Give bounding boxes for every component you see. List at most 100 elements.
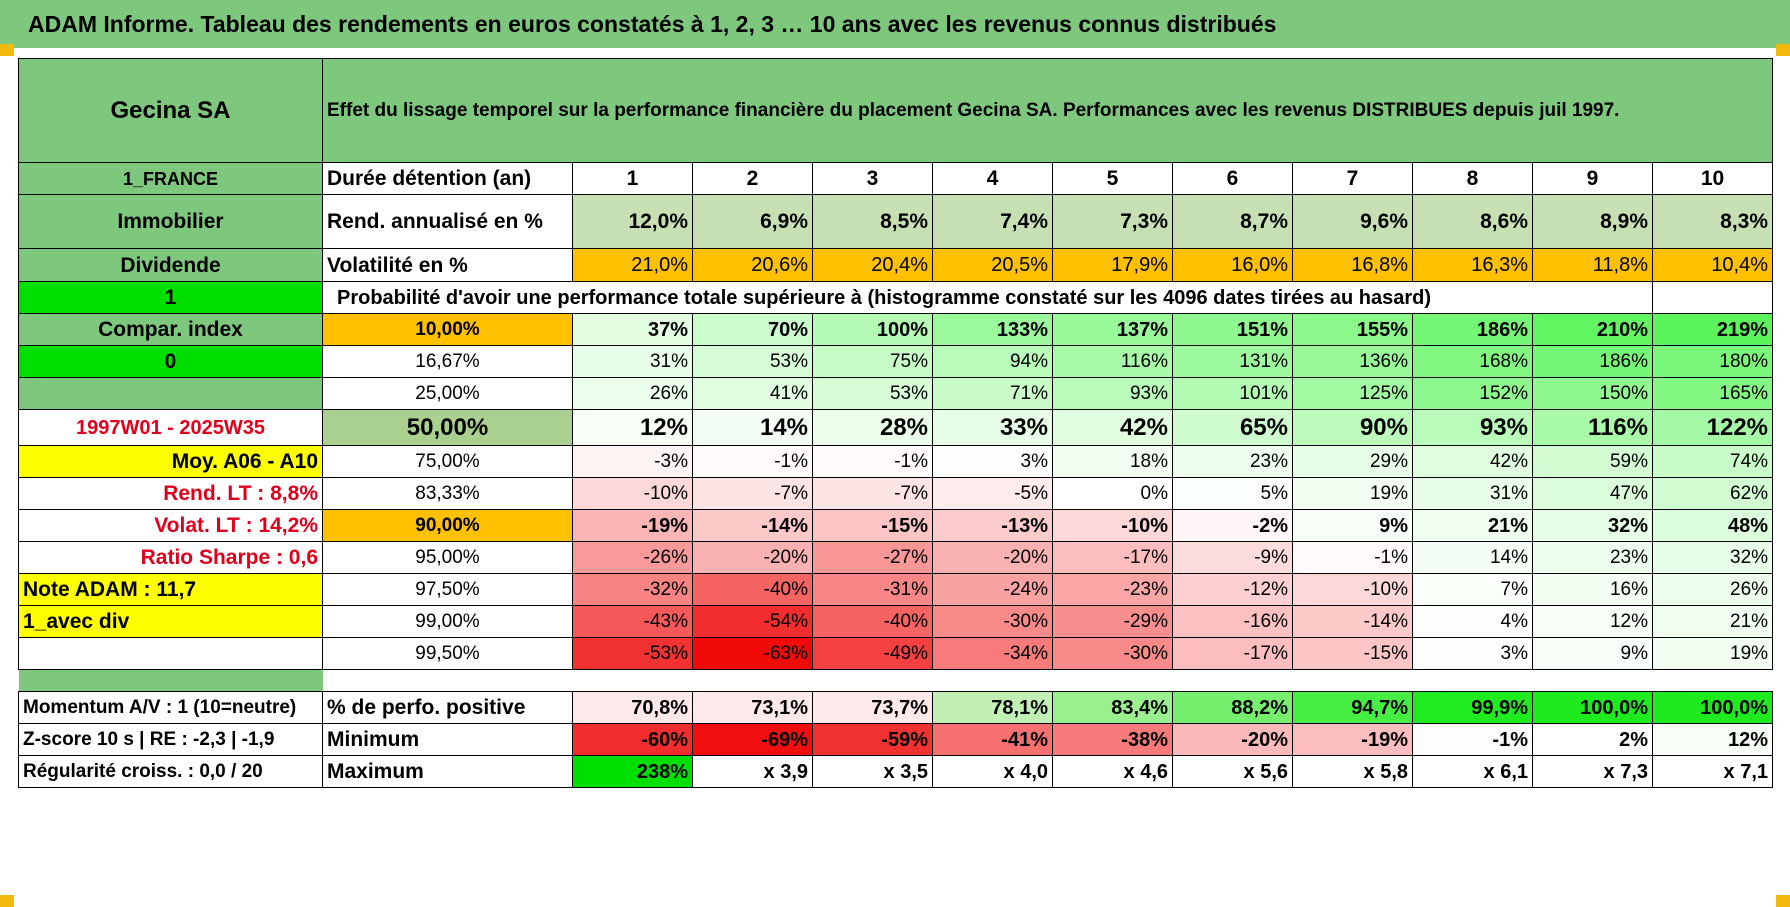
- corner-marker: [1776, 44, 1790, 56]
- probability-cell: 12%: [1532, 605, 1653, 638]
- rend-lt-label: Rend. LT : 8,8%: [18, 477, 323, 510]
- probability-cell: -27%: [812, 541, 933, 574]
- positive-perf-cell: 100,0%: [1651, 691, 1774, 724]
- probability-cell: 26%: [1651, 573, 1774, 606]
- positive-perf-cell: 83,4%: [1052, 691, 1173, 724]
- quantile-label: 83,33%: [322, 477, 573, 510]
- probability-cell: 219%: [1651, 313, 1774, 346]
- probability-cell: 19%: [1292, 477, 1413, 510]
- probability-cell: -24%: [932, 573, 1053, 606]
- probability-cell: 48%: [1651, 509, 1774, 542]
- probability-cell: 151%: [1172, 313, 1293, 346]
- corner-marker: [0, 44, 14, 56]
- positive-perf-cell: 94,7%: [1292, 691, 1413, 724]
- probability-cell: 180%: [1651, 345, 1774, 378]
- probability-cell: 33%: [932, 409, 1053, 446]
- maximum-cell: x 5,6: [1172, 755, 1293, 788]
- probability-cell: 3%: [1412, 637, 1533, 670]
- quantile-label: 99,50%: [322, 637, 573, 670]
- flag-zero: 0: [18, 345, 323, 378]
- probability-cell: -49%: [812, 637, 933, 670]
- annualized-return-cell: 8,6%: [1412, 194, 1533, 249]
- positive-perf-cell: 70,8%: [572, 691, 693, 724]
- probability-cell: 101%: [1172, 377, 1293, 410]
- quantile-label: 97,50%: [322, 573, 573, 606]
- income-label: Dividende: [18, 248, 323, 282]
- compar-index-label: Compar. index: [18, 313, 323, 346]
- probability-cell: 53%: [812, 377, 933, 410]
- probability-cell: -15%: [812, 509, 933, 542]
- volat-lt-label: Volat. LT : 14,2%: [18, 509, 323, 542]
- probability-cell: 65%: [1172, 409, 1293, 446]
- probability-cell: 32%: [1651, 541, 1774, 574]
- quantile-label: 50,00%: [322, 409, 573, 446]
- probability-cell: 7%: [1412, 573, 1533, 606]
- sharpe-label: Ratio Sharpe : 0,6: [18, 541, 323, 574]
- probability-cell: 28%: [812, 409, 933, 446]
- annualized-return-cell: 8,7%: [1172, 194, 1293, 249]
- probability-cell: 9%: [1292, 509, 1413, 542]
- probability-cell: -17%: [1052, 541, 1173, 574]
- volatility-cell: 20,5%: [932, 248, 1053, 282]
- maximum-cell: x 6,1: [1412, 755, 1533, 788]
- probability-cell: -1%: [812, 445, 933, 478]
- probability-title: Probabilité d'avoir une performance tota…: [322, 281, 1533, 314]
- minimum-cell: -69%: [692, 723, 813, 756]
- probability-cell: -7%: [692, 477, 813, 510]
- momentum-label: Momentum A/V : 1 (10=neutre): [18, 691, 323, 724]
- duration-header: 4: [932, 162, 1053, 195]
- probability-cell: 23%: [1172, 445, 1293, 478]
- probability-cell: 75%: [812, 345, 933, 378]
- stock-name: Gecina SA: [18, 58, 323, 163]
- probability-cell: -23%: [1052, 573, 1173, 606]
- probability-cell: -20%: [932, 541, 1053, 574]
- probability-cell: -34%: [932, 637, 1053, 670]
- volatility-cell: 20,6%: [692, 248, 813, 282]
- quantile-label: 10,00%: [322, 313, 573, 346]
- probability-cell: 100%: [812, 313, 933, 346]
- volatility-cell: 21,0%: [572, 248, 693, 282]
- period-label: 1997W01 - 2025W35: [18, 409, 323, 446]
- page-title: ADAM Informe. Tableau des rendements en …: [0, 0, 1790, 48]
- performance-table: Gecina SA Effet du lissage temporel sur l…: [18, 58, 1774, 788]
- probability-cell: 32%: [1532, 509, 1653, 542]
- probability-cell: -14%: [1292, 605, 1413, 638]
- row-label-rend: Rend. annualisé en %: [322, 194, 573, 249]
- minimum-cell: -19%: [1292, 723, 1413, 756]
- zscore-label: Z-score 10 s | RE : -2,3 | -1,9: [18, 723, 323, 756]
- row-label-maximum: Maximum: [322, 755, 573, 788]
- blank-cell: [1532, 281, 1653, 314]
- row-label-minimum: Minimum: [322, 723, 573, 756]
- positive-perf-cell: 73,1%: [692, 691, 813, 724]
- positive-perf-cell: 88,2%: [1172, 691, 1293, 724]
- spacer: [18, 669, 323, 692]
- volatility-cell: 16,8%: [1292, 248, 1413, 282]
- probability-cell: -1%: [692, 445, 813, 478]
- annualized-return-cell: 12,0%: [572, 194, 693, 249]
- probability-cell: 125%: [1292, 377, 1413, 410]
- minimum-cell: -38%: [1052, 723, 1173, 756]
- probability-cell: -30%: [932, 605, 1053, 638]
- minimum-cell: -59%: [812, 723, 933, 756]
- row-label-vol: Volatilité en %: [322, 248, 573, 282]
- probability-cell: -40%: [812, 605, 933, 638]
- positive-perf-cell: 78,1%: [932, 691, 1053, 724]
- duration-header: 5: [1052, 162, 1173, 195]
- maximum-cell: x 7,1: [1651, 755, 1774, 788]
- probability-cell: 23%: [1532, 541, 1653, 574]
- probability-cell: -14%: [692, 509, 813, 542]
- volatility-cell: 16,3%: [1412, 248, 1533, 282]
- probability-cell: 122%: [1651, 409, 1774, 446]
- probability-cell: 21%: [1651, 605, 1774, 638]
- probability-cell: 5%: [1172, 477, 1293, 510]
- probability-cell: 150%: [1532, 377, 1653, 410]
- probability-cell: -53%: [572, 637, 693, 670]
- minimum-cell: 2%: [1532, 723, 1653, 756]
- probability-cell: 37%: [572, 313, 693, 346]
- flag-one: 1: [18, 281, 323, 314]
- annualized-return-cell: 8,9%: [1532, 194, 1653, 249]
- probability-cell: 186%: [1412, 313, 1533, 346]
- probability-cell: -17%: [1172, 637, 1293, 670]
- probability-cell: -31%: [812, 573, 933, 606]
- minimum-cell: -1%: [1412, 723, 1533, 756]
